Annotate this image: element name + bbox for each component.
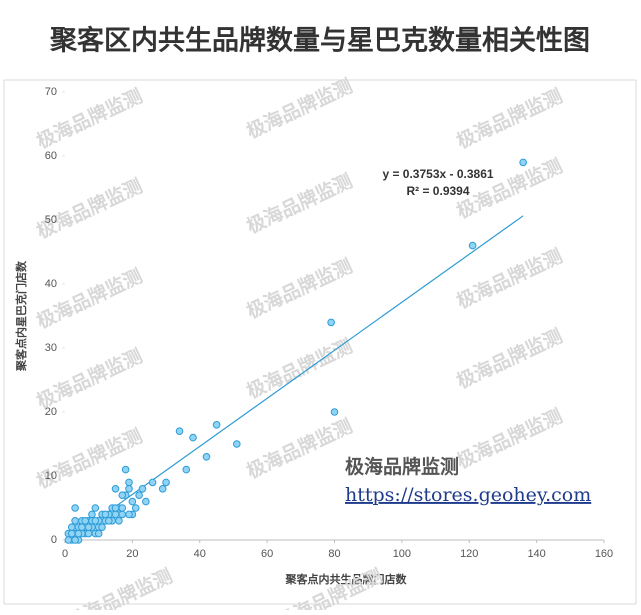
y-tick-label: 40: [45, 278, 57, 290]
scatter-point: [118, 510, 127, 519]
scatter-point: [81, 517, 90, 525]
watermark: 极海品牌监测: [33, 174, 146, 243]
scatter-point: [67, 523, 76, 532]
scatter-point: [115, 517, 123, 525]
x-axis-label: 聚客点内共生品牌门店数: [285, 572, 408, 586]
watermark: 极海品牌监测: [453, 154, 566, 223]
scatter-point: [202, 453, 211, 461]
scatter-point: [74, 529, 83, 538]
x-tick-label: 80: [328, 548, 340, 560]
scatter-point: [175, 427, 184, 436]
scatter-point: [138, 485, 147, 493]
scatter-point: [64, 536, 73, 544]
x-tick-label: 140: [527, 548, 545, 560]
scatter-point: [125, 510, 133, 519]
scatter-point: [125, 478, 133, 487]
source-url[interactable]: https://stores.geohey.com: [345, 484, 591, 506]
scatter-point: [104, 517, 113, 525]
source-name: 极海品牌监测: [345, 455, 459, 478]
watermark: 极海品牌监测: [243, 169, 356, 238]
scatter-point: [71, 517, 79, 525]
scatter-point: [162, 478, 170, 487]
plot-frame: [3, 79, 637, 605]
scatter-point: [111, 504, 120, 512]
scatter-point: [148, 478, 157, 487]
trendline-r2: R² = 0.9394: [406, 184, 469, 198]
scatter-point: [88, 510, 96, 519]
y-tick-label: 30: [45, 342, 57, 354]
scatter-point: [142, 497, 150, 506]
scatter-point: [71, 504, 79, 512]
scatter-point: [71, 536, 79, 544]
x-tick-label: 20: [126, 548, 138, 560]
watermark: 极海品牌监测: [33, 264, 146, 333]
scatter-point: [91, 504, 100, 512]
y-tick-label: 50: [45, 214, 57, 226]
watermark: 极海品牌监测: [243, 254, 356, 323]
scatter-point: [212, 421, 221, 429]
y-axis-label: 聚客点内星巴克门店数: [14, 260, 28, 372]
watermark: 极海品牌监测: [453, 324, 566, 393]
scatter-point: [101, 510, 110, 519]
watermark: 极海品牌监测: [243, 334, 356, 403]
scatter-point: [94, 529, 103, 538]
scatter-point: [111, 485, 120, 493]
x-tick-label: 60: [261, 548, 273, 560]
scatter-point: [189, 433, 197, 442]
chart-title: 聚客区内共生品牌数量与星巴克数量相关性图: [49, 25, 590, 57]
watermark: 极海品牌监测: [33, 344, 146, 413]
scatter-point: [135, 491, 143, 500]
watermark: 极海品牌监测: [453, 404, 566, 473]
scatter-point: [84, 529, 93, 538]
scatter-point: [84, 523, 93, 532]
trendline-equation: y = 0.3753x - 0.3861: [382, 167, 493, 181]
watermark: 极海品牌监测: [273, 564, 386, 610]
y-tick-label: 60: [45, 150, 57, 162]
scatter-point: [78, 523, 86, 532]
scatter-point: [330, 408, 339, 416]
scatter-point: [111, 510, 120, 519]
scatter-point: [118, 504, 127, 512]
scatter-point: [121, 465, 130, 474]
y-tick-label: 70: [45, 86, 57, 98]
x-tick-label: 100: [393, 548, 411, 560]
scatter-point: [233, 440, 241, 448]
y-tick-label: 20: [45, 406, 57, 418]
watermark: 极海品牌监测: [453, 84, 566, 153]
y-tick-label: 0: [51, 534, 57, 546]
scatter-point: [158, 485, 167, 493]
x-tick-label: 160: [595, 548, 613, 560]
scatter-point: [131, 504, 140, 512]
scatter-point: [118, 491, 127, 500]
scatter-point: [91, 517, 100, 525]
watermark: 极海品牌监测: [63, 564, 176, 610]
y-tick-label: 10: [45, 470, 57, 482]
scatter-point: [327, 318, 335, 327]
x-tick-label: 0: [62, 548, 68, 560]
scatter-point: [125, 485, 133, 493]
scatter-point: [67, 529, 76, 538]
scatter-point: [519, 158, 527, 167]
x-tick-label: 120: [460, 548, 478, 560]
watermark: 极海品牌监测: [243, 74, 356, 143]
x-tick-label: 40: [194, 548, 206, 560]
scatter-point: [98, 523, 106, 532]
scatter-point: [468, 241, 477, 250]
watermark: 极海品牌监测: [243, 414, 356, 483]
scatter-point: [182, 465, 191, 474]
scatter-point: [128, 497, 137, 506]
